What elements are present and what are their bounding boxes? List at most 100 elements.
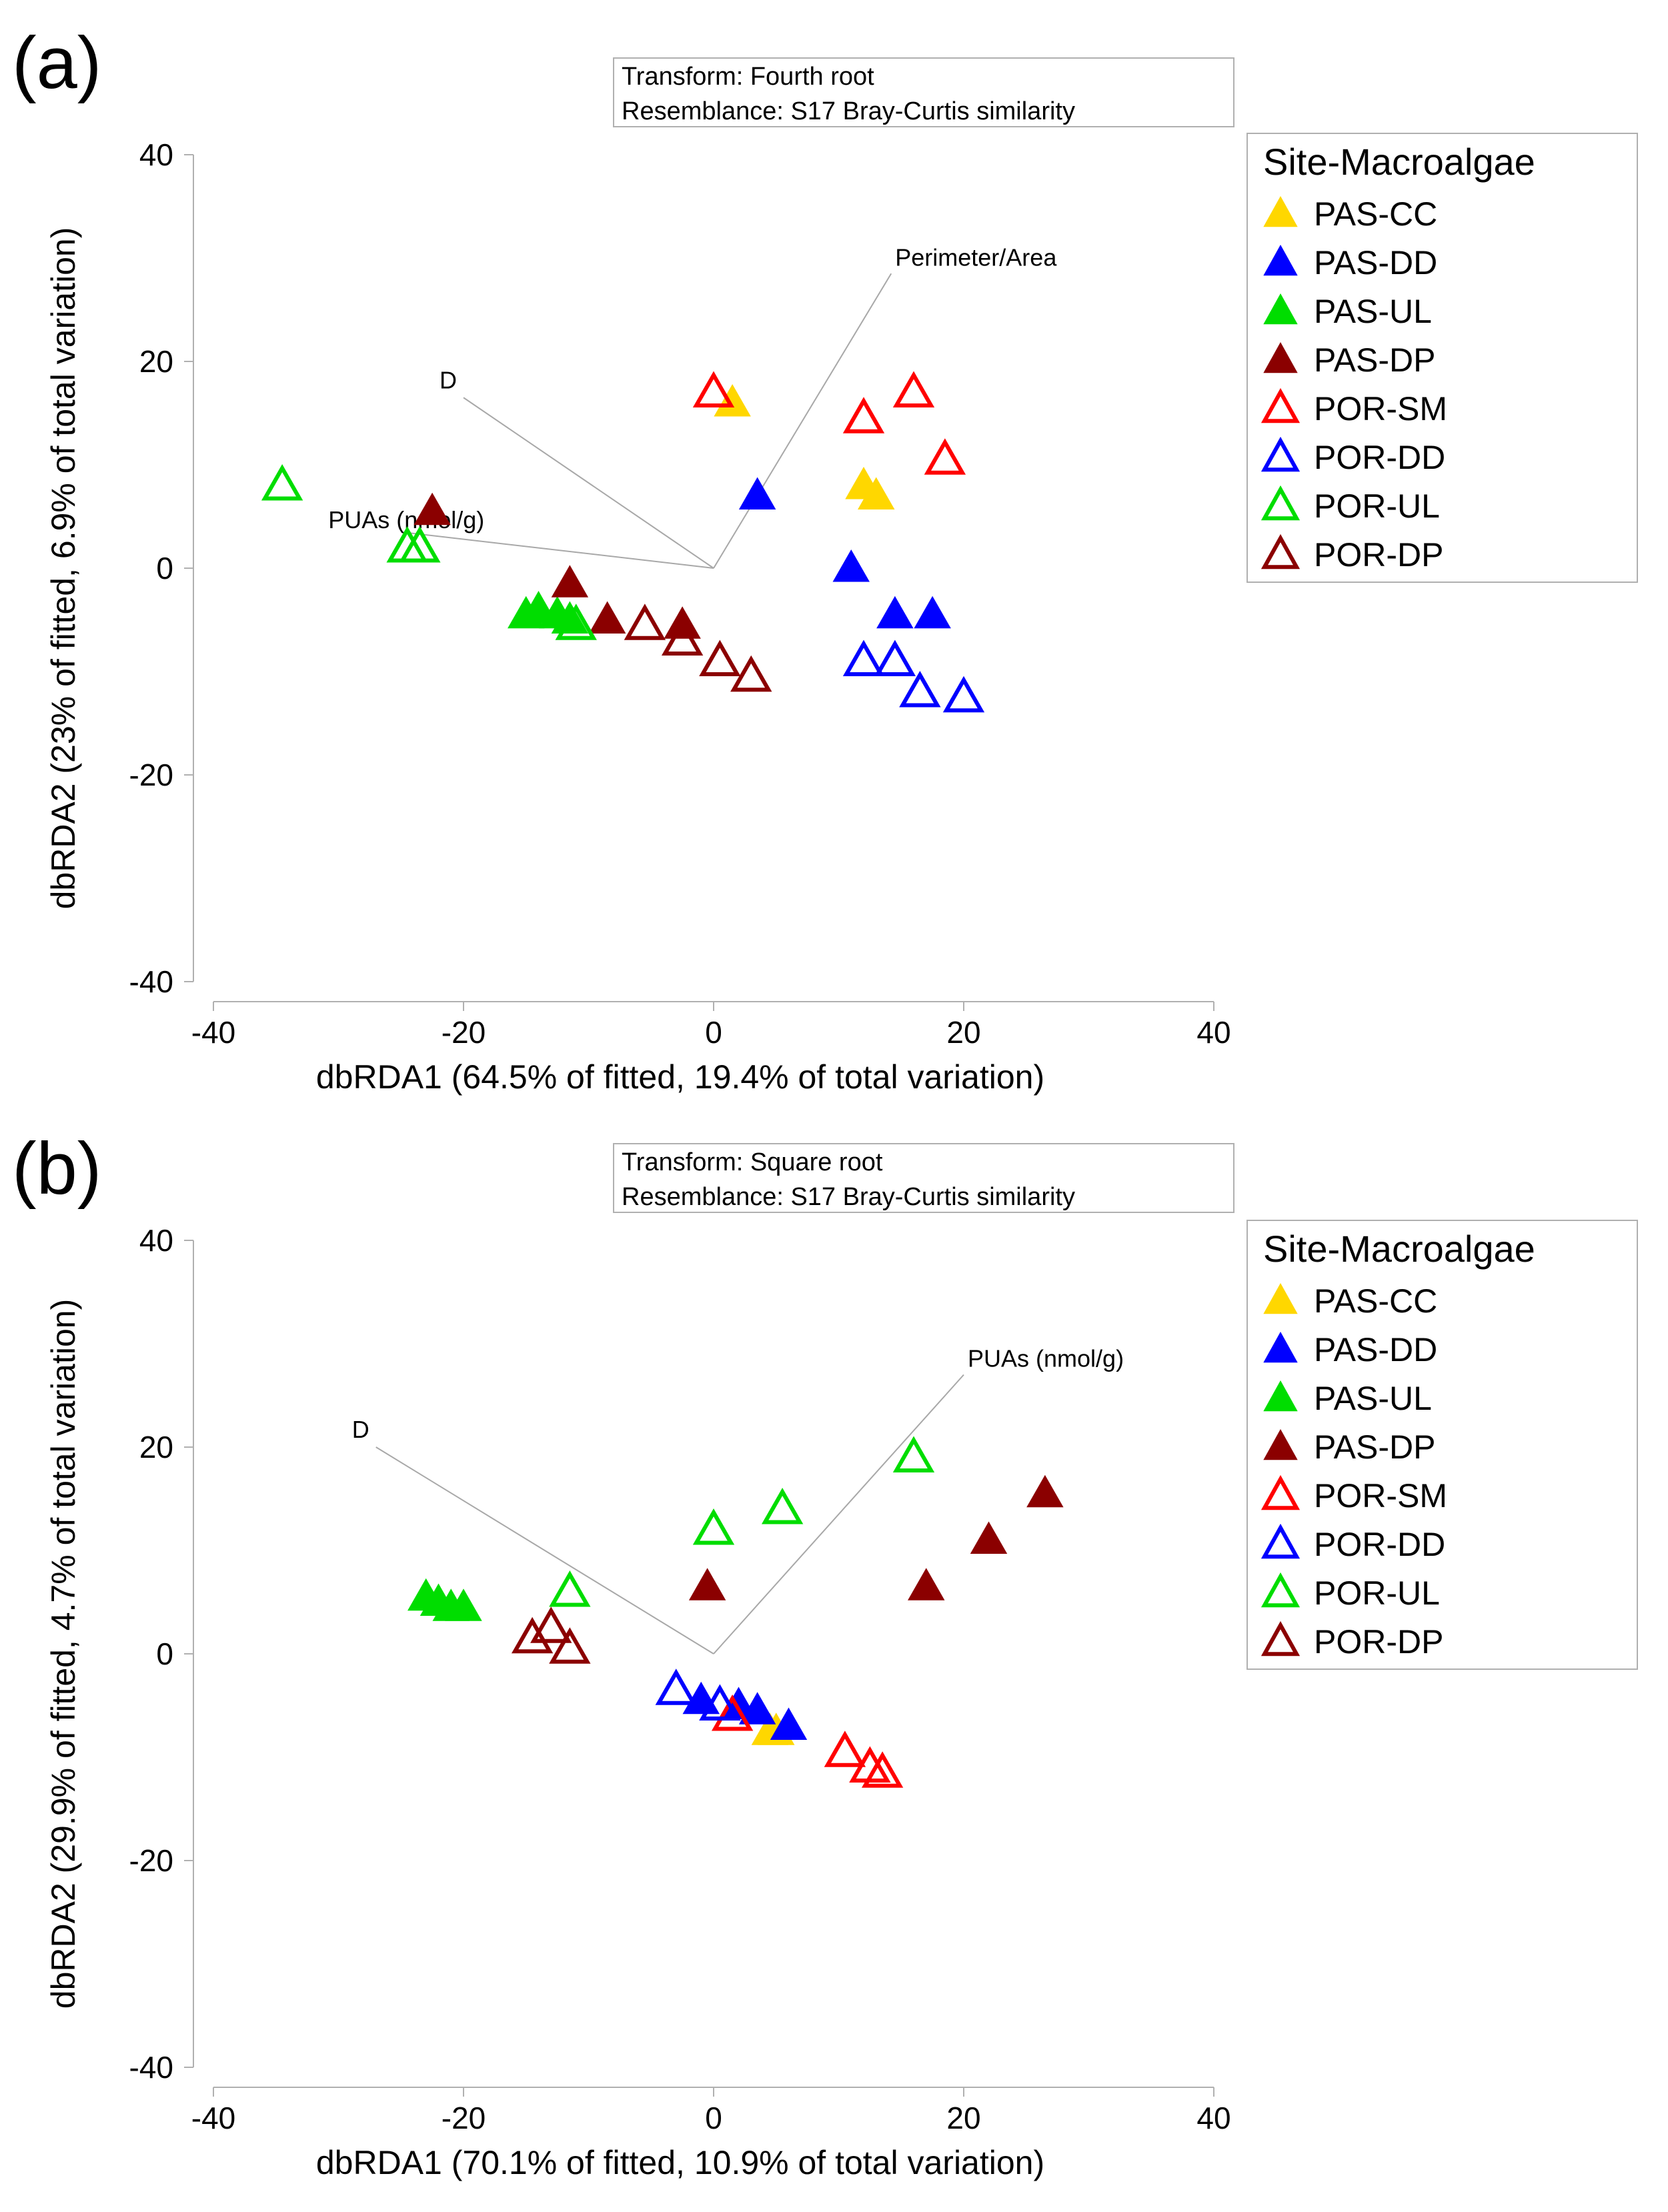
legend-label: POR-DD	[1314, 1526, 1445, 1563]
data-point	[399, 525, 441, 563]
legend: Site-Macroalgae PAS-CC PAS-DD PAS-UL PAS-DP P…	[1246, 1220, 1638, 1670]
series-pas-dd	[738, 477, 951, 629]
data-point	[970, 1521, 1008, 1554]
data-point	[699, 640, 741, 676]
x-tick-label: -40	[191, 1015, 235, 1050]
legend-marker	[1263, 1331, 1298, 1363]
x-axis-title: dbRDA1 (70.1% of fitted, 10.9% of total …	[316, 2144, 1044, 2181]
series-pas-ul	[407, 1578, 482, 1621]
y-tick-label: -20	[129, 758, 173, 792]
series-pas-cc	[714, 383, 895, 509]
data-point	[876, 596, 914, 629]
x-tick-label: -20	[442, 2101, 486, 2135]
y-tick-label: 20	[139, 1430, 173, 1464]
y-tick-label: 40	[139, 1223, 173, 1258]
legend-marker	[1261, 436, 1301, 472]
series-por-dd	[842, 640, 985, 713]
y-tick-label: -40	[129, 2050, 173, 2085]
data-point	[1026, 1474, 1064, 1508]
transform-note: Transform: Fourth root Resemblance: S17 B…	[613, 57, 1234, 127]
legend-label: PAS-DD	[1314, 1331, 1437, 1368]
legend-label: POR-DD	[1314, 439, 1445, 476]
y-tick-label: -20	[129, 1843, 173, 1878]
legend-marker	[1263, 1428, 1298, 1460]
legend-box	[1246, 1220, 1638, 1670]
x-tick-label: -20	[442, 1015, 486, 1050]
data-point	[914, 596, 951, 629]
legend-marker	[1261, 1572, 1301, 1608]
data-point	[832, 549, 870, 582]
data-point	[711, 1694, 754, 1731]
legend-marker	[1261, 1474, 1301, 1510]
series-pas-ul	[508, 590, 589, 634]
x-tick-label: 40	[1196, 1015, 1230, 1050]
x-tick-label: 0	[705, 1015, 722, 1050]
y-axis-title: dbRDA2 (29.9% of fitted, 4.7% of total v…	[45, 1299, 82, 2009]
note-box	[613, 1143, 1234, 1213]
series-por-ul	[549, 1436, 935, 1607]
data-point	[730, 655, 772, 692]
panel-label: (b)	[12, 1128, 101, 1210]
legend-marker	[1263, 1380, 1298, 1412]
note-line: Resemblance: S17 Bray-Curtis similarity	[622, 97, 1075, 125]
y-axis-title: dbRDA2 (23% of fitted, 6.9% of total var…	[45, 227, 82, 910]
data-point	[908, 1568, 945, 1600]
legend-marker	[1261, 533, 1301, 570]
data-point	[661, 619, 704, 656]
vector-label: D	[440, 366, 457, 393]
series-por-dp	[511, 1606, 591, 1664]
transform-note: Transform: Square root Resemblance: S17 B…	[613, 1143, 1234, 1213]
data-point	[530, 1606, 572, 1643]
x-tick-label: 0	[705, 2101, 722, 2135]
legend-title: Site-Macroalgae	[1263, 141, 1535, 183]
data-point	[842, 640, 885, 676]
series-por-sm	[711, 1694, 904, 1788]
series-por-ul	[261, 463, 597, 640]
legend-marker	[1263, 195, 1298, 227]
data-point	[699, 1684, 741, 1721]
legend-marker	[1263, 244, 1298, 276]
legend-label: PAS-CC	[1314, 195, 1437, 233]
vector-label: PUAs (nmol/g)	[968, 1345, 1124, 1372]
data-point	[770, 1707, 808, 1740]
legend-marker	[1263, 1282, 1298, 1314]
legend-label: POR-DP	[1314, 536, 1443, 574]
vector-line	[713, 1374, 964, 1654]
note-line: Transform: Fourth root	[622, 63, 874, 91]
vector-line	[375, 1446, 714, 1654]
legend-label: POR-SM	[1314, 1477, 1447, 1514]
data-point	[445, 1588, 482, 1621]
series-por-sm	[692, 371, 966, 475]
legend-label: POR-UL	[1314, 1574, 1440, 1612]
x-tick-label: 20	[946, 2101, 980, 2135]
series-por-dp	[624, 604, 772, 692]
series-pas-dp	[688, 1474, 1064, 1600]
data-point	[874, 640, 916, 676]
data-point	[692, 371, 735, 407]
data-point	[261, 463, 303, 501]
legend-box	[1246, 133, 1638, 583]
data-point	[555, 604, 597, 640]
chart-panel-a: (a) Transform: Fourth root Resemblance: S1…	[12, 22, 1638, 1096]
legend-label: PAS-UL	[1314, 1380, 1432, 1417]
legend-marker	[1261, 1620, 1301, 1656]
data-point	[588, 601, 626, 634]
note-line: Transform: Square root	[622, 1148, 883, 1176]
data-point	[624, 604, 666, 640]
y-tick-label: -40	[129, 964, 173, 999]
legend-marker	[1261, 485, 1301, 521]
legend-label: POR-UL	[1314, 487, 1440, 525]
data-point	[413, 492, 451, 525]
data-point	[655, 1669, 697, 1705]
vector-line	[463, 397, 714, 569]
y-tick-label: 0	[156, 1636, 173, 1671]
legend-label: POR-DP	[1314, 1623, 1443, 1661]
data-point	[549, 1570, 591, 1607]
data-point	[738, 477, 776, 509]
note-line: Resemblance: S17 Bray-Curtis similarity	[622, 1183, 1075, 1211]
x-tick-label: 20	[946, 1015, 980, 1050]
vector-line	[401, 531, 714, 569]
vector-label: Perimeter/Area	[895, 243, 1057, 271]
data-point	[899, 670, 941, 708]
